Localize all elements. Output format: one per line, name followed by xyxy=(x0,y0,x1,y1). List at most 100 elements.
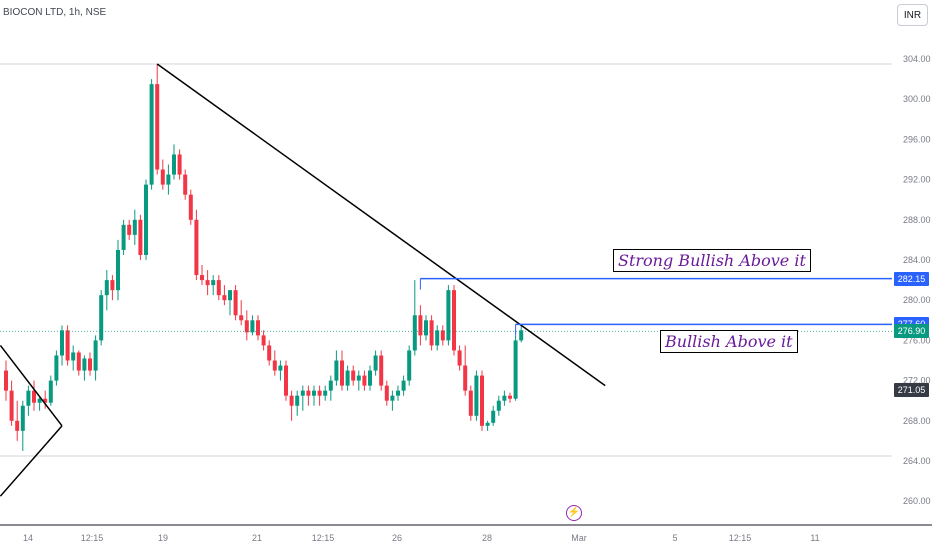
candle-body xyxy=(172,154,176,175)
price-tick-label: 284.00 xyxy=(903,255,931,265)
time-tick-label: 5 xyxy=(672,533,677,543)
price-tick-label: 304.00 xyxy=(903,54,931,64)
candle-body xyxy=(519,330,524,341)
candle-body xyxy=(37,398,42,403)
candle-body xyxy=(390,395,395,401)
candle-body xyxy=(463,365,468,391)
time-tick-label: 11 xyxy=(810,533,819,543)
price-tick-label: 280.00 xyxy=(903,295,931,305)
candle-body xyxy=(20,405,25,431)
candle-body xyxy=(334,360,339,381)
candle-body xyxy=(384,385,389,401)
candle-body xyxy=(99,295,104,341)
candle-body xyxy=(188,194,193,220)
candle-body xyxy=(205,280,210,286)
candle-body xyxy=(116,249,120,291)
candle-body xyxy=(317,390,322,396)
price-tick-label: 272.00 xyxy=(903,376,931,386)
candle-body xyxy=(356,375,361,381)
candle-body xyxy=(306,390,311,396)
candle-body xyxy=(340,360,344,386)
candle-body xyxy=(82,358,87,371)
candle-body xyxy=(295,395,300,406)
candle-body xyxy=(267,345,272,361)
trendline xyxy=(0,344,63,427)
time-tick-label: 19 xyxy=(158,533,168,543)
candle-body xyxy=(379,355,384,386)
candle-body xyxy=(429,320,434,346)
candle-body xyxy=(88,358,92,371)
candle-body xyxy=(54,355,59,381)
candle-body xyxy=(272,360,277,371)
price-tick-label: 276.00 xyxy=(903,335,931,345)
candle-body xyxy=(256,320,260,336)
candle-body xyxy=(4,370,8,391)
price-tick-label: 288.00 xyxy=(903,215,931,225)
candle-body xyxy=(485,422,490,426)
candle-body xyxy=(278,365,283,371)
candle-body xyxy=(76,352,81,371)
trendline xyxy=(156,63,606,387)
candle-body xyxy=(480,375,484,426)
candle-body xyxy=(362,375,367,386)
candle-body xyxy=(396,390,400,396)
price-tick-label: 300.00 xyxy=(903,94,931,104)
candle-body xyxy=(418,315,423,336)
time-tick-label: 26 xyxy=(392,533,402,543)
time-axis: 14 12:15 19 21 12:15 26 28 Mar 5 12:15 11 xyxy=(23,533,820,543)
candle-body xyxy=(250,320,255,333)
bullish-annotation[interactable]: Bullish Above it xyxy=(660,330,798,353)
price-tick-label: 268.00 xyxy=(903,416,931,426)
candle-body xyxy=(48,380,53,403)
trendline xyxy=(0,425,63,497)
time-tick-label: 12:15 xyxy=(729,533,752,543)
candle-body xyxy=(216,280,221,296)
candle-body xyxy=(222,295,227,301)
candle-body xyxy=(424,320,428,336)
price-tag: 282.15 xyxy=(894,271,929,286)
candle-body xyxy=(312,390,316,396)
price-tag: 276.90 xyxy=(894,324,929,339)
candle-body xyxy=(155,84,160,170)
candle-body xyxy=(93,340,98,371)
strong-bullish-annotation[interactable]: Strong Bullish Above it xyxy=(613,249,811,272)
candle-body xyxy=(194,219,199,276)
candle-body xyxy=(440,330,445,341)
price-tag: 271.05 xyxy=(894,383,929,398)
candle-body xyxy=(323,390,328,396)
candle-body xyxy=(65,330,70,361)
time-tick-label: 14 xyxy=(23,533,33,543)
candle-body xyxy=(284,365,288,396)
candle-body xyxy=(239,315,244,321)
candle-body xyxy=(452,290,456,351)
candle-body xyxy=(513,340,518,399)
candle-body xyxy=(144,184,148,255)
candle-body xyxy=(446,290,451,341)
candle-body xyxy=(244,320,249,333)
currency-button[interactable]: INR xyxy=(897,4,928,26)
candle-body xyxy=(300,390,305,396)
chart-grid xyxy=(0,63,932,526)
flash-icon[interactable]: ⚡ xyxy=(566,505,582,521)
candle-body xyxy=(15,420,20,431)
candle-body xyxy=(110,280,115,291)
candle-body xyxy=(138,219,143,255)
price-tick-label: 292.00 xyxy=(903,175,931,185)
candle-body xyxy=(177,154,182,175)
candle-body xyxy=(502,395,507,401)
time-tick-label: 12:15 xyxy=(81,533,104,543)
price-tick-label: 296.00 xyxy=(903,134,931,144)
price-tick-label: 260.00 xyxy=(903,496,931,506)
candle-body xyxy=(121,224,126,250)
candle-body xyxy=(351,370,356,381)
candle-body xyxy=(132,219,137,235)
candle-body xyxy=(435,330,440,346)
candle-body xyxy=(468,390,473,416)
candle-body xyxy=(328,380,333,391)
candle-body xyxy=(149,84,154,185)
candle-body xyxy=(368,370,372,386)
candle-body xyxy=(200,275,204,281)
candle-body xyxy=(474,375,479,416)
price-axis: 304.00 300.00 296.00 292.00 288.00 284.00 280.… xyxy=(903,54,931,506)
